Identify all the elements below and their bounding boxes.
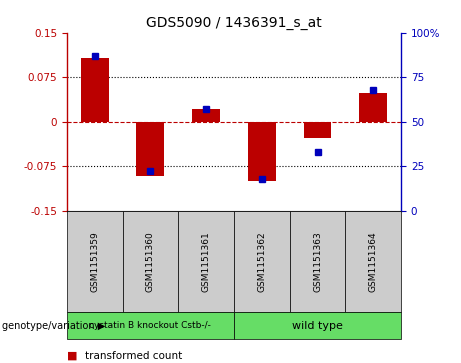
Bar <box>248 122 276 181</box>
Text: ■: ■ <box>67 351 77 361</box>
Text: GSM1151364: GSM1151364 <box>369 231 378 292</box>
Text: GSM1151362: GSM1151362 <box>257 231 266 292</box>
Text: GSM1151363: GSM1151363 <box>313 231 322 292</box>
Text: transformed count: transformed count <box>85 351 183 361</box>
Text: genotype/variation ▶: genotype/variation ▶ <box>2 321 106 331</box>
Text: GSM1151361: GSM1151361 <box>201 231 211 292</box>
Bar <box>136 122 164 176</box>
Bar <box>192 109 220 122</box>
Text: wild type: wild type <box>292 321 343 331</box>
Bar <box>81 58 109 122</box>
Text: cystatin B knockout Cstb-/-: cystatin B knockout Cstb-/- <box>89 321 211 330</box>
Bar <box>359 93 387 122</box>
Bar <box>304 122 331 138</box>
Title: GDS5090 / 1436391_s_at: GDS5090 / 1436391_s_at <box>146 16 322 30</box>
Text: GSM1151359: GSM1151359 <box>90 231 99 292</box>
Text: GSM1151360: GSM1151360 <box>146 231 155 292</box>
